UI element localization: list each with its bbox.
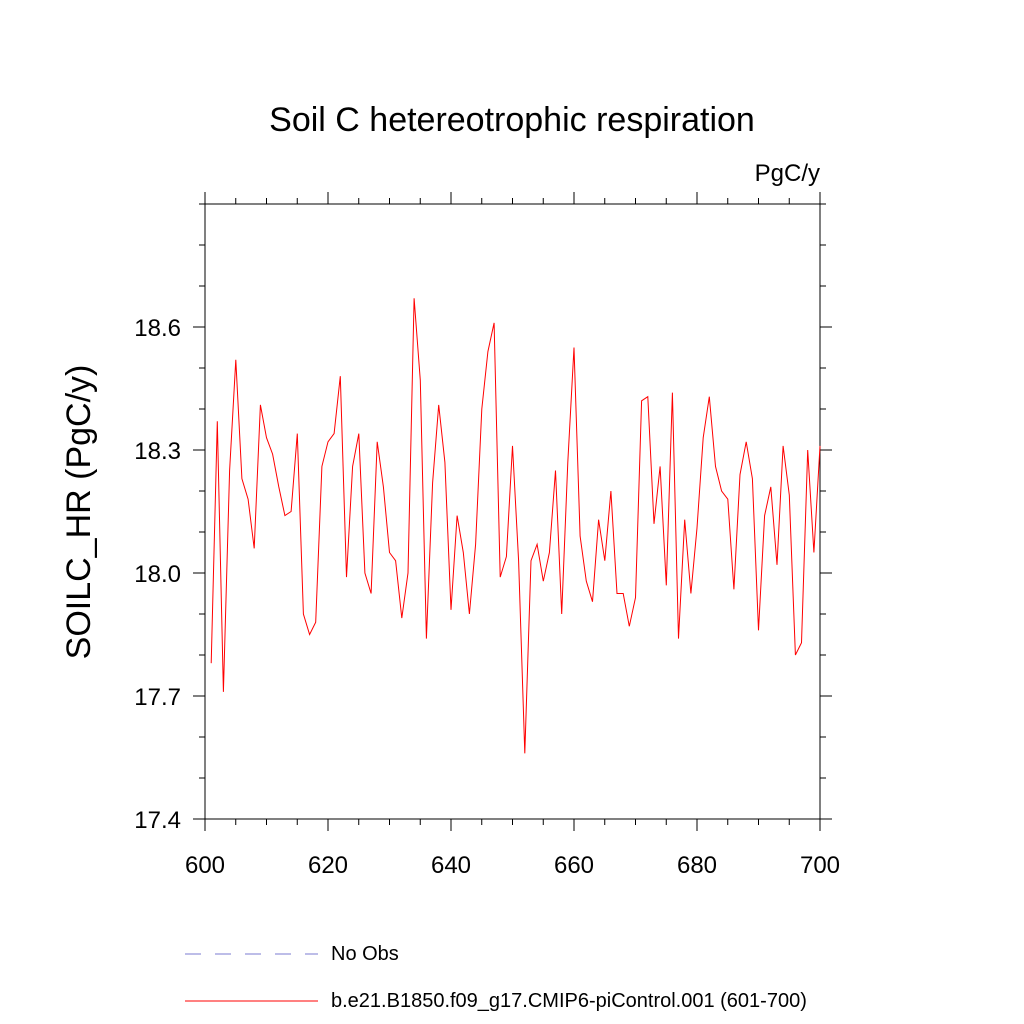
axis-ticks <box>193 192 832 831</box>
x-tick-label: 620 <box>308 852 348 879</box>
y-tick-label: 18.6 <box>134 315 181 342</box>
x-tick-label: 680 <box>677 852 717 879</box>
y-tick-label: 17.4 <box>134 807 181 834</box>
x-tick-label: 600 <box>185 852 225 879</box>
legend-label-no-obs: No Obs <box>331 943 399 965</box>
x-tick-label: 660 <box>554 852 594 879</box>
axis-tick-labels: 600 620 640 660 680 700 17.4 17.7 18.0 18.3 18.6 <box>134 315 840 879</box>
y-tick-label: 18.3 <box>134 438 181 465</box>
chart-title: Soil C hetereotrophic respiration <box>269 101 755 139</box>
series-line <box>210 298 821 754</box>
legend: No Obs b.e21.B1850.f09_g17.CMIP6-piContr… <box>185 943 807 1012</box>
plot-frame <box>204 203 821 820</box>
y-tick-label: 18.0 <box>134 561 181 588</box>
y-axis-label: SOILC_HR (PgC/y) <box>60 365 98 660</box>
chart-units-label: PgC/y <box>755 160 820 187</box>
x-tick-label: 700 <box>800 852 840 879</box>
x-tick-label: 640 <box>431 852 471 879</box>
series-lines <box>210 298 821 754</box>
y-tick-label: 17.7 <box>134 684 181 711</box>
legend-label-model-run: b.e21.B1850.f09_g17.CMIP6-piControl.001 … <box>331 990 807 1012</box>
